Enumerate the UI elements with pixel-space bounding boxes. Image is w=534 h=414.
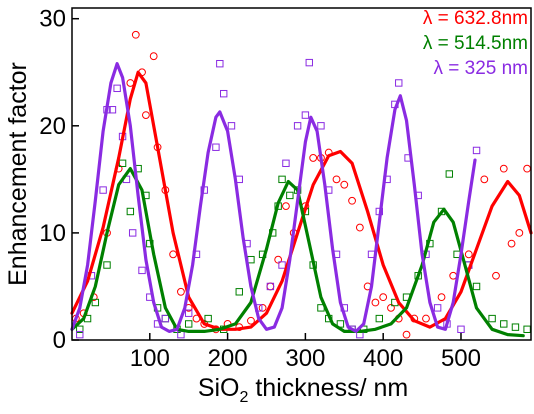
data-point (333, 176, 340, 183)
data-point (516, 230, 523, 237)
data-point (104, 262, 110, 268)
data-point (349, 197, 356, 204)
legend: λ = 632.8nm λ = 514.5nm λ = 325 nm (423, 8, 528, 79)
data-point (446, 171, 452, 177)
data-point (170, 251, 177, 258)
data-point (185, 321, 191, 327)
data-point (221, 90, 227, 96)
data-point (481, 176, 488, 183)
data-point (294, 123, 300, 129)
data-point (438, 294, 445, 301)
data-point (283, 203, 290, 210)
y-tick-label: 30 (39, 6, 66, 33)
legend-entry-2: λ = 325 nm (433, 58, 528, 79)
x-tick-label: 300 (285, 345, 325, 372)
x-axis-label-suffix: thickness/ nm (248, 374, 408, 402)
data-point (508, 240, 515, 247)
data-point (228, 123, 234, 129)
data-point (403, 331, 410, 338)
data-point (434, 305, 440, 311)
legend-entry-0: λ = 632.8nm (423, 8, 528, 29)
data-point (318, 123, 324, 129)
y-tick-label: 20 (39, 113, 66, 140)
data-point (489, 315, 495, 321)
data-point (500, 165, 507, 172)
data-point (396, 80, 402, 86)
data-point (139, 267, 145, 273)
data-point (302, 112, 308, 118)
legend-entry-1: λ = 514.5nm (423, 33, 528, 54)
y-tick-label: 10 (39, 220, 66, 247)
data-point (114, 85, 120, 91)
data-point (267, 283, 274, 290)
data-point (283, 160, 289, 166)
data-point (376, 315, 382, 321)
data-point (501, 321, 507, 327)
y-axis-label: Enhancement factor (4, 62, 32, 286)
data-point (512, 324, 518, 330)
x-tick-label: 400 (363, 345, 403, 372)
data-point (465, 251, 472, 258)
data-point (248, 256, 254, 262)
data-point (129, 230, 135, 236)
data-point (372, 299, 379, 306)
data-point (279, 176, 285, 182)
y-tick-label: 0 (53, 327, 66, 354)
data-point (458, 326, 464, 332)
data-point (132, 31, 139, 38)
data-point (493, 272, 500, 279)
data-point (100, 187, 106, 193)
data-point (310, 155, 317, 162)
data-point (236, 289, 242, 295)
x-tick-label: 200 (208, 345, 248, 372)
data-point (162, 315, 168, 321)
data-point (213, 144, 219, 150)
x-axis-label: SiO2 thickness/ nm (198, 374, 408, 406)
data-point (287, 192, 293, 198)
data-point (162, 315, 168, 321)
data-point (306, 59, 312, 65)
x-tick-label: 100 (130, 345, 170, 372)
data-point (356, 224, 363, 231)
data-point (178, 288, 185, 295)
data-point (524, 165, 531, 172)
data-point (380, 294, 387, 301)
data-point (473, 283, 479, 289)
data-point (150, 53, 157, 60)
data-point (473, 147, 479, 153)
data-point (143, 112, 150, 119)
x-axis-label-prefix: SiO (198, 374, 240, 402)
data-point (259, 304, 266, 311)
data-point (524, 326, 530, 332)
data-point (341, 181, 348, 188)
x-axis-label-subscript: 2 (240, 389, 249, 406)
data-point (127, 208, 133, 214)
data-point (217, 60, 223, 66)
fit-line-2 (72, 64, 475, 332)
data-point (423, 315, 430, 322)
x-tick-label: 500 (441, 345, 481, 372)
